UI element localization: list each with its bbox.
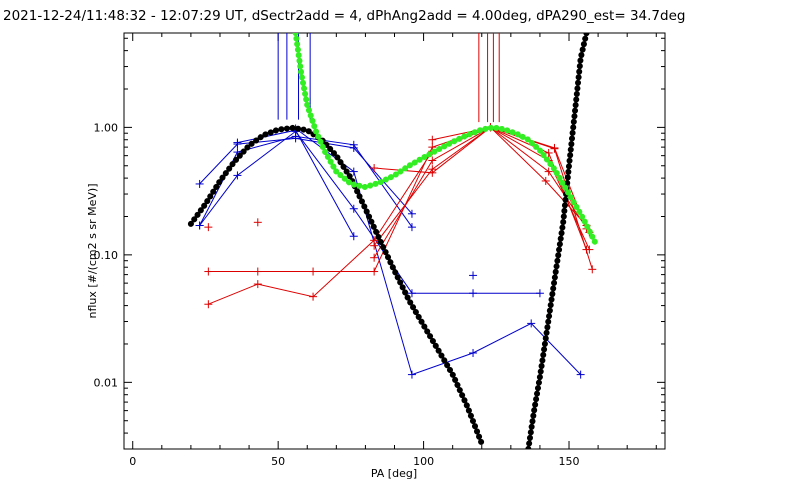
red-series-line	[374, 126, 587, 226]
blue-data-point	[195, 179, 204, 188]
data-layer	[187, 33, 599, 449]
red-data-point	[544, 148, 553, 157]
blue-data-point	[469, 348, 478, 357]
blue-data-point	[407, 209, 416, 218]
x-axis-label: PA [deg]	[371, 467, 417, 480]
blue-series-line	[199, 130, 540, 294]
x-tick-label: 150	[559, 455, 580, 468]
red-data-point	[428, 156, 437, 165]
blue-series-line	[237, 129, 355, 237]
y-axis-label: nflux [#/(cm2 s sr MeV)]	[86, 184, 99, 319]
red-data-point	[428, 168, 437, 177]
black-fit-curve-left	[187, 124, 485, 447]
red-data-point	[309, 267, 318, 276]
red-data-point	[544, 167, 553, 176]
blue-data-point	[195, 221, 204, 230]
red-series-line	[208, 126, 590, 305]
red-data-point	[309, 292, 318, 301]
red-series-line	[208, 126, 587, 272]
red-data-point	[253, 267, 262, 276]
x-tick-label: 50	[271, 455, 285, 468]
red-data-point	[370, 267, 379, 276]
y-tick-label: 1.00	[94, 121, 119, 134]
red-data-point	[370, 241, 379, 250]
blue-data-point	[469, 289, 478, 298]
blue-data-point	[349, 167, 358, 176]
red-data-point	[253, 280, 262, 289]
red-data-point	[204, 267, 213, 276]
red-data-point	[253, 218, 262, 227]
blue-data-point	[469, 271, 478, 280]
blue-data-point	[349, 232, 358, 241]
x-tick-label: 100	[413, 455, 434, 468]
blue-data-point	[407, 223, 416, 232]
red-data-point	[588, 265, 597, 274]
red-data-point	[204, 223, 213, 232]
red-data-point	[585, 245, 594, 254]
blue-data-point	[233, 171, 242, 180]
blue-data-point	[407, 370, 416, 379]
chart-title: 2021-12-24/11:48:32 - 12:07:29 UT, dSect…	[3, 8, 685, 24]
red-data-point	[370, 253, 379, 262]
blue-data-point	[349, 140, 358, 149]
blue-data-point	[349, 204, 358, 213]
black-fit-curve-right	[525, 33, 590, 449]
blue-data-point	[407, 289, 416, 298]
x-tick-label: 0	[129, 455, 136, 468]
red-series-line	[373, 126, 590, 247]
y-tick-label: 0.01	[94, 376, 119, 389]
red-data-point	[370, 164, 379, 173]
green-fit-curve	[292, 33, 599, 246]
red-data-point	[428, 135, 437, 144]
blue-data-point	[535, 289, 544, 298]
red-data-point	[541, 176, 550, 185]
y-tick-label: 0.10	[94, 249, 119, 262]
red-data-point	[204, 300, 213, 309]
red-data-point	[550, 143, 559, 152]
blue-data-point	[233, 138, 242, 147]
blue-data-point	[576, 370, 585, 379]
blue-data-point	[527, 319, 536, 328]
axis-ticks: 0 50 100 150 0.01 0.10 1.00	[94, 33, 665, 468]
